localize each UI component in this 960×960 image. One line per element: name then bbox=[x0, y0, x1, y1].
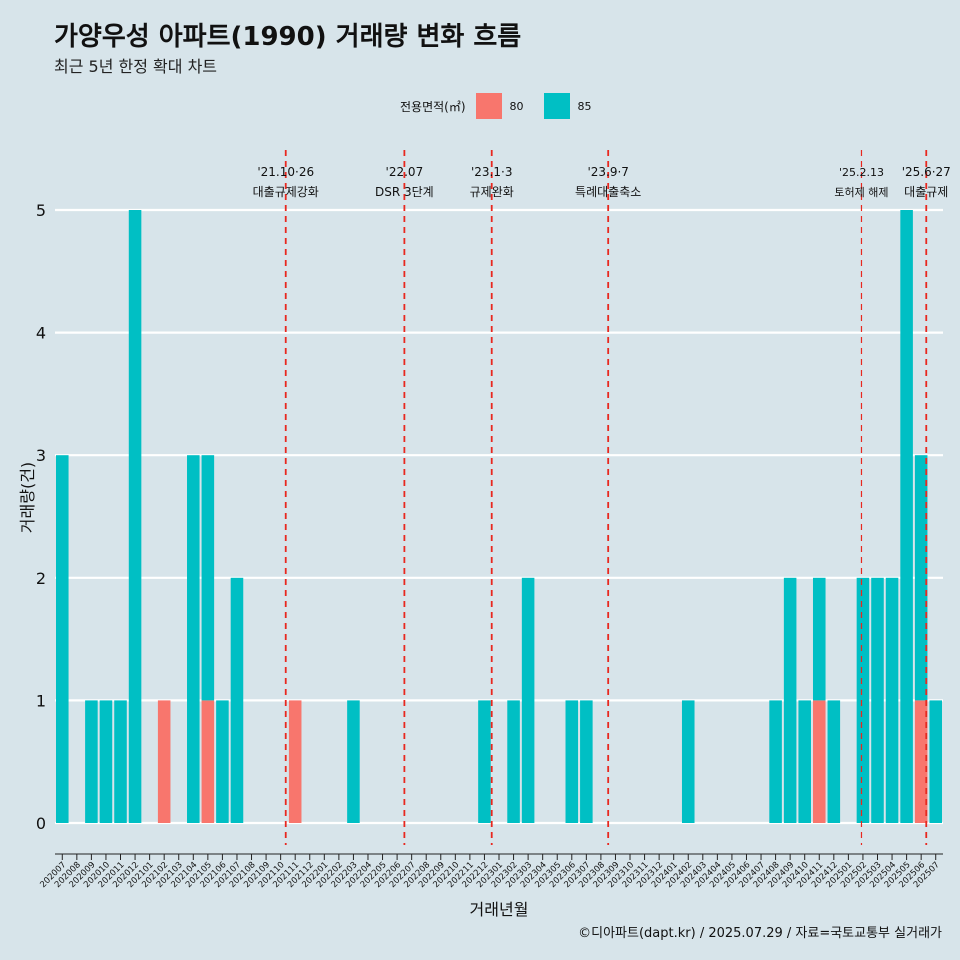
chart-subtitle: 최근 5년 한정 확대 차트 bbox=[54, 57, 218, 76]
x-axis-title: 거래년월 bbox=[470, 900, 529, 919]
bar-85-202009 bbox=[85, 700, 98, 823]
legend-swatch-80 bbox=[475, 93, 502, 119]
legend-label-80: 80 bbox=[509, 99, 524, 113]
event-date-label: '25.2.13 bbox=[839, 166, 884, 179]
y-tick-label: 2 bbox=[36, 569, 46, 588]
bar-85-202502 bbox=[856, 577, 870, 823]
bar-85-202409 bbox=[783, 577, 797, 823]
event-name-label: 대출규제강화 bbox=[253, 185, 319, 199]
event-name-label: 특례대출축소 bbox=[575, 185, 641, 199]
bar-85-202303 bbox=[521, 577, 535, 823]
bar-80-202102 bbox=[157, 700, 171, 823]
event-name-label: DSR 3단계 bbox=[375, 185, 434, 199]
bar-85-202505 bbox=[900, 210, 913, 823]
bar-85-202012 bbox=[128, 210, 142, 823]
bar-80-202105 bbox=[201, 700, 215, 823]
event-name-label: 대출규제 bbox=[904, 185, 948, 199]
bar-85-202504 bbox=[885, 577, 899, 823]
event-name-label: 토허제 해제 bbox=[834, 185, 888, 199]
y-tick-label: 4 bbox=[36, 324, 46, 343]
event-date-label: '21.10·26 bbox=[257, 165, 314, 179]
bar-85-202302 bbox=[507, 700, 520, 823]
bar-85-202212 bbox=[478, 700, 491, 823]
y-tick-label: 3 bbox=[36, 446, 46, 465]
bar-85-202503 bbox=[871, 577, 884, 823]
bar-85-202507 bbox=[929, 700, 942, 823]
bar-85-202307 bbox=[580, 700, 593, 823]
bar-85-202410 bbox=[798, 700, 811, 823]
bar-85-202402 bbox=[681, 700, 695, 823]
bar-80-202506 bbox=[914, 700, 928, 823]
bar-85-202104 bbox=[187, 455, 200, 823]
legend-label-85: 85 bbox=[577, 99, 592, 113]
source-caption: ©디아파트(dapt.kr) / 2025.07.29 / 자료=국토교통부 실… bbox=[578, 926, 942, 941]
bar-85-202203 bbox=[347, 700, 360, 823]
legend-title: 전용면적(㎡) bbox=[400, 99, 466, 114]
event-name-label: 규제완화 bbox=[470, 185, 514, 199]
y-tick-label: 5 bbox=[36, 201, 46, 220]
legend-swatch-85 bbox=[543, 93, 570, 119]
legend: 전용면적(㎡) 80 85 bbox=[400, 93, 612, 119]
bar-85-202105 bbox=[201, 455, 215, 701]
bar-85-202411 bbox=[812, 577, 826, 701]
bar-85-202011 bbox=[114, 700, 127, 823]
chart-title: 가양우성 아파트(1990) 거래량 변화 흐름 bbox=[54, 22, 522, 52]
bar-85-202106 bbox=[216, 700, 229, 823]
y-axis-title: 거래량(건) bbox=[18, 462, 37, 533]
bar-85-202506 bbox=[914, 455, 928, 701]
event-date-label: '23.1·3 bbox=[471, 165, 512, 179]
bar-85-202007 bbox=[56, 455, 69, 823]
y-tick-label: 1 bbox=[36, 691, 46, 710]
event-date-label: '23.9·7 bbox=[587, 165, 628, 179]
event-date-label: '22.07 bbox=[386, 165, 424, 179]
event-date-label: '25.6·27 bbox=[902, 165, 951, 179]
bar-85-202107 bbox=[230, 577, 244, 823]
bar-85-202010 bbox=[99, 700, 113, 823]
bar-80-202411 bbox=[812, 700, 826, 823]
bar-85-202412 bbox=[827, 700, 841, 823]
bar-80-202111 bbox=[288, 700, 302, 823]
y-tick-label: 0 bbox=[36, 814, 46, 833]
bar-85-202408 bbox=[769, 700, 782, 823]
bar-85-202306 bbox=[565, 700, 579, 823]
